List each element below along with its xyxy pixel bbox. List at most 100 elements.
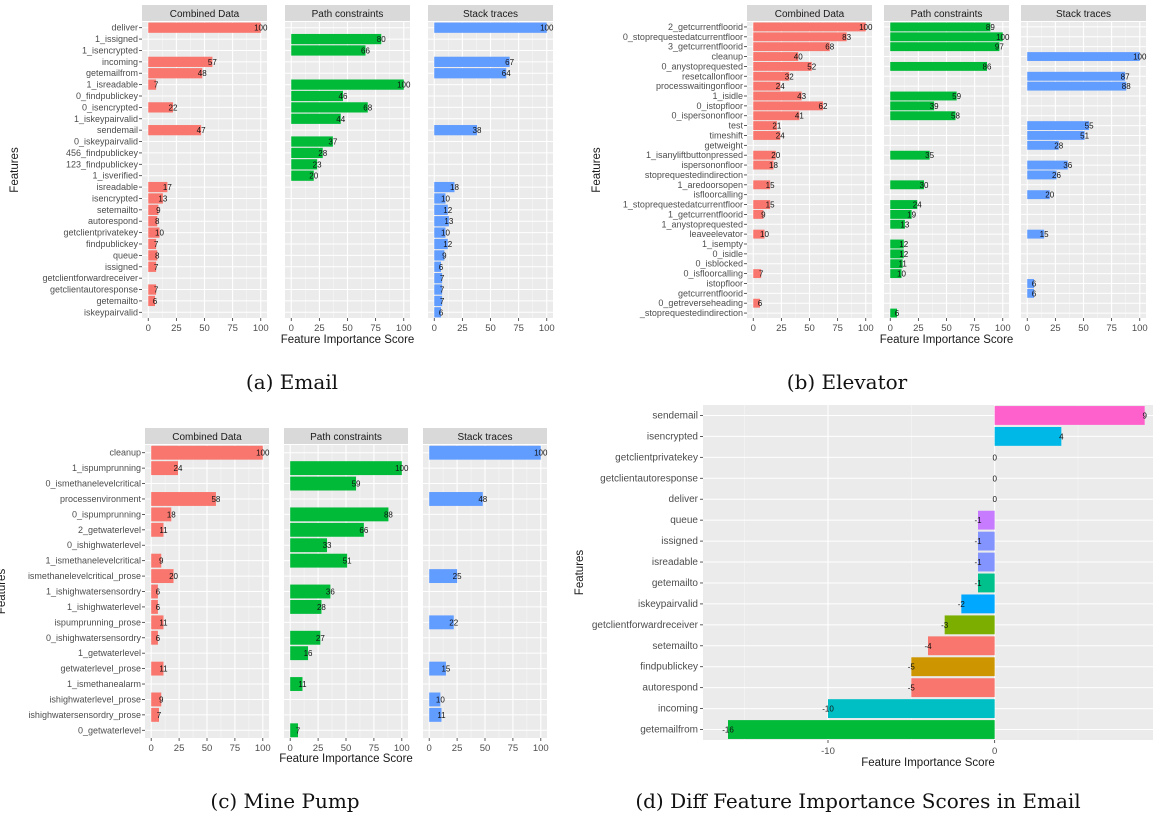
bar [434,68,507,79]
bar [753,269,762,279]
bar-value-label: 6 [153,297,158,306]
bar [1027,279,1034,288]
bar-value-label: 38 [473,126,482,135]
bar-value-label: 9 [1142,411,1147,420]
x-tick-label: 75 [508,743,519,754]
feature-label: 1_isverified [92,171,138,181]
x-tick-label: 100 [539,323,555,334]
bar [1027,140,1059,150]
bar [753,180,771,190]
bar-value-label: 6 [439,308,444,317]
feature-label: 1_ismethanelevelcritical [45,556,141,566]
x-tick-label: 50 [341,743,352,754]
feature-label: getweight [704,140,743,150]
bar-value-label: 86 [983,62,992,71]
bar [434,295,443,307]
bar [890,42,1000,52]
x-tick-label: 75 [227,323,238,334]
bar-value-label: 12 [899,250,908,259]
bar [753,71,790,81]
bar [429,661,446,676]
bar-value-label: 18 [167,510,176,519]
feature-label: iskeypairvalid [84,307,138,317]
feature-label: stoprequestedindirection [645,170,743,180]
bar [890,101,935,111]
x-tick-label: 75 [969,323,980,334]
bar [753,52,799,61]
feature-label: getemailfrom [86,68,138,78]
bar-value-label: 15 [1040,230,1049,239]
bar [928,636,995,656]
facet-strip [142,5,267,21]
bar-value-label: 21 [772,122,781,131]
x-tick-label: 0 [888,323,893,334]
feature-label: getemailfrom [640,725,698,736]
bar-value-label: 51 [343,557,352,566]
feature-label: 1_isreadable [86,80,138,90]
bar [290,476,357,491]
bar [753,101,823,111]
x-tick-label: 25 [313,743,324,754]
bar [291,79,404,90]
feature-label: getemailto [96,296,138,306]
feature-label: 0_ishighwatersensordry [46,633,142,643]
bar-value-label: 7 [440,274,445,283]
feature-label: autorespond [88,216,138,226]
bar-value-label: -3 [941,621,949,630]
facet-strip [423,428,547,444]
bar-value-label: 100 [1133,53,1147,62]
bar [429,492,483,506]
bar [290,677,303,691]
feature-label: processenvironment [60,494,142,504]
bar [290,646,309,661]
bar [291,170,314,181]
feature-label: isencrypted [647,431,698,442]
bar [148,238,157,250]
bar [290,723,299,738]
bar [890,259,903,269]
bar-value-label: -5 [908,684,916,693]
bar [151,599,158,614]
bar-value-label: 12 [443,240,452,249]
x-tick-label: 0 [992,746,997,757]
bar-value-label: 13 [444,217,453,226]
bar [290,522,364,537]
bar-value-label: 10 [441,194,450,203]
bar [148,79,157,90]
bar-value-label: 33 [323,541,332,550]
bar-value-label: 51 [1080,131,1089,140]
bar-value-label: -1 [974,537,982,546]
feature-label: 0_getreverseheading [658,298,743,308]
bar [429,445,541,460]
bar-value-label: 20 [309,172,318,181]
bar [434,273,443,284]
bar-value-label: 10 [760,230,769,239]
facet-strip [428,5,553,21]
bar-value-label: 47 [197,126,206,135]
bar [434,238,448,250]
feature-label: 0_ismethanelevelcritical [45,479,141,489]
bar [151,492,216,506]
bar-value-label: 48 [478,495,487,504]
bar-value-label: 32 [785,72,794,81]
bar-value-label: 28 [1054,141,1063,150]
feature-label: timeshift [709,130,743,140]
figure-caption: (d) Diff Feature Importance Scores in Em… [635,789,1080,813]
y-axis-title: Features [591,147,603,193]
bar [291,102,368,113]
bar-value-label: 100 [254,24,268,33]
bar-value-label: 7 [440,297,445,306]
bar [290,538,328,553]
bar-value-label: 9 [159,695,164,704]
feature-label: setemailto [652,641,698,652]
feature-label: getclientforwardreceiver [592,620,699,631]
figure-caption: (a) Email [246,370,338,394]
bar [291,45,366,56]
bar-value-label: 7 [154,81,159,90]
bar-value-label: 11 [898,260,907,269]
feature-label: getclientautoresponse [50,285,138,295]
bar-value-label: -1 [974,516,982,525]
feature-label: leaveelevator [689,229,743,239]
